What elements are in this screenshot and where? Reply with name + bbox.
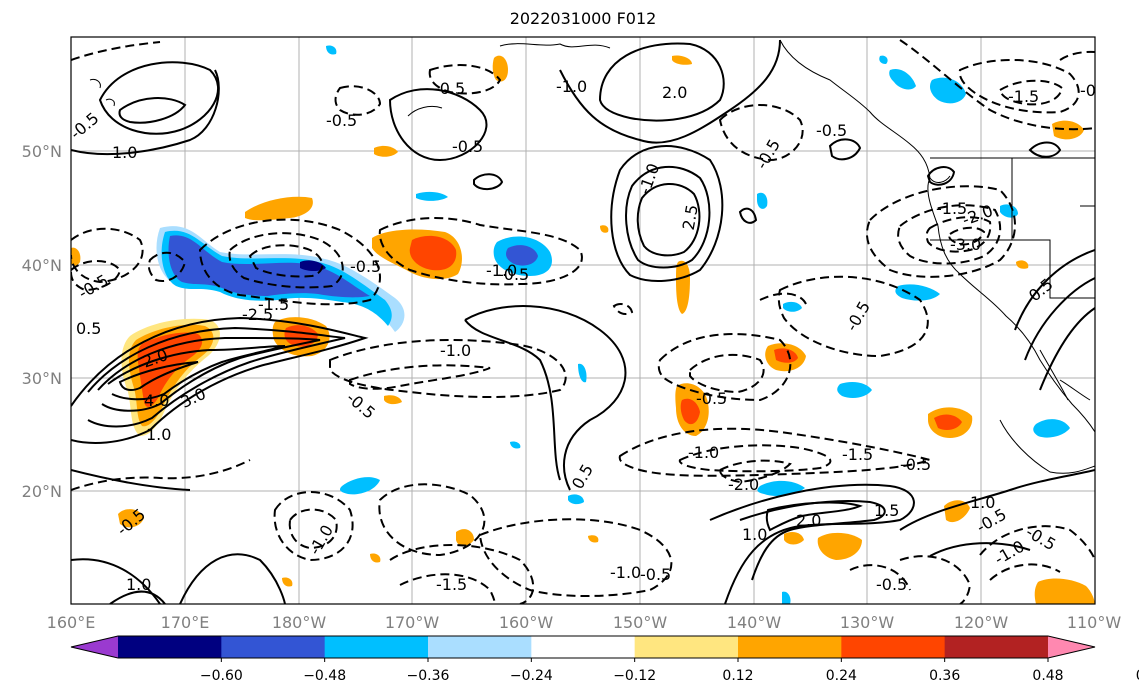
contour-label: -0.5 <box>434 79 465 98</box>
colorbar-label: −0.60 <box>200 668 243 684</box>
contour-label: -0.5 <box>876 575 907 594</box>
contour-label: -0.5 <box>816 121 847 140</box>
contour-label: 1.5 <box>874 501 899 520</box>
contour-label: -0.5 <box>1080 81 1111 100</box>
colorbar-segment <box>841 636 946 658</box>
positive-contours <box>71 39 1095 604</box>
lat-label: 40°N <box>22 256 62 275</box>
contour-label: -1.0 <box>688 443 719 462</box>
colorbar-segment <box>428 636 532 658</box>
contour-label: -1.5 <box>436 575 467 594</box>
contour-label: 2.0 <box>662 83 687 102</box>
contour-label: -1.0 <box>486 261 517 280</box>
colorbar-label: 0.60 <box>1136 668 1139 684</box>
contour-label: -0.5 <box>498 265 529 284</box>
contour-label: 1.0 <box>742 525 767 544</box>
colorbar-label: −0.24 <box>510 668 553 684</box>
colorbar-extend-low <box>71 636 118 658</box>
contour-label: -3.0 <box>950 235 981 254</box>
colorbar-label: −0.36 <box>407 668 450 684</box>
colorbar-segment <box>531 636 636 658</box>
lat-label: 20°N <box>22 482 62 501</box>
longitude-labels: 160°E 170°E 180°W 170°W 160°W 150°W 140°… <box>47 613 1122 632</box>
contour-label: 1.0 <box>126 575 151 594</box>
lat-label: 30°N <box>22 369 62 388</box>
positive-shading <box>71 55 1095 604</box>
lat-label: 50°N <box>22 142 62 161</box>
colorbar-label: 0.36 <box>929 668 960 684</box>
contour-label: -1.0 <box>440 341 471 360</box>
lon-label: 170°W <box>385 613 440 632</box>
colorbar-label: −0.48 <box>303 668 346 684</box>
colorbar-segment <box>221 636 326 658</box>
contour-label: -1.5 <box>936 199 967 218</box>
contour-label: 0.5 <box>76 319 101 338</box>
latitude-labels: 50°N 40°N 30°N 20°N <box>22 142 62 501</box>
contour-label: 4.0 <box>144 391 169 410</box>
colorbar-label: 0.12 <box>722 668 753 684</box>
contour-label: -1.0 <box>556 77 587 96</box>
lon-label: 170°E <box>161 613 210 632</box>
lon-label: 150°W <box>613 613 668 632</box>
lon-label: 130°W <box>840 613 895 632</box>
contour-label: -2.5 <box>242 305 273 324</box>
contour-label: 1.0 <box>970 493 995 512</box>
contour-label: -0.5 <box>350 257 381 276</box>
colorbar: −0.60 −0.48 −0.36 −0.24 −0.12 0.12 0.24 0.36 0.4… <box>70 635 1139 684</box>
lon-label: 160°E <box>47 613 96 632</box>
map-title: 2022031000 F012 <box>509 9 657 28</box>
colorbar-segment <box>324 636 429 658</box>
contour-label: -1.5 <box>1008 87 1039 106</box>
colorbar-label: 0.24 <box>826 668 857 684</box>
lon-label: 180°W <box>272 613 327 632</box>
contour-label: 1.0 <box>112 143 137 162</box>
contour-label: 2.0 <box>796 511 821 530</box>
contour-label: -1.5 <box>258 295 289 314</box>
map-panel: -0.5 1.0 -0.5 -0.5 -1.0 2.0 -0.5 -1.0 2.… <box>71 37 1111 604</box>
contour-label: -0.5 <box>900 455 931 474</box>
lon-label: 110°W <box>1067 613 1122 632</box>
contour-label: -0.5 <box>640 565 671 584</box>
colorbar-segment <box>118 636 222 658</box>
colorbar-segment <box>944 636 1049 658</box>
contour-label: -0.5 <box>326 111 357 130</box>
lon-label: 140°W <box>727 613 782 632</box>
lon-label: 120°W <box>954 613 1009 632</box>
colorbar-segment <box>738 636 842 658</box>
lon-label: 160°W <box>499 613 554 632</box>
contour-label: 1.0 <box>146 425 171 444</box>
negative-shading <box>156 45 1070 604</box>
colorbar-extend-high <box>1048 636 1095 658</box>
colorbar-label: 0.48 <box>1032 668 1063 684</box>
contour-label: -0.5 <box>696 389 727 408</box>
contour-label: -1.5 <box>842 445 873 464</box>
negative-contours <box>71 39 1095 604</box>
map-frame <box>70 36 1096 605</box>
contour-label: 2.5 <box>679 203 702 231</box>
contour-label: -0.5 <box>452 137 483 156</box>
colorbar-label: −0.12 <box>613 668 656 684</box>
contour-label: -1.0 <box>610 563 641 582</box>
colorbar-outline <box>70 635 1096 659</box>
contour-label: -2.0 <box>728 475 759 494</box>
colorbar-segment <box>634 636 739 658</box>
